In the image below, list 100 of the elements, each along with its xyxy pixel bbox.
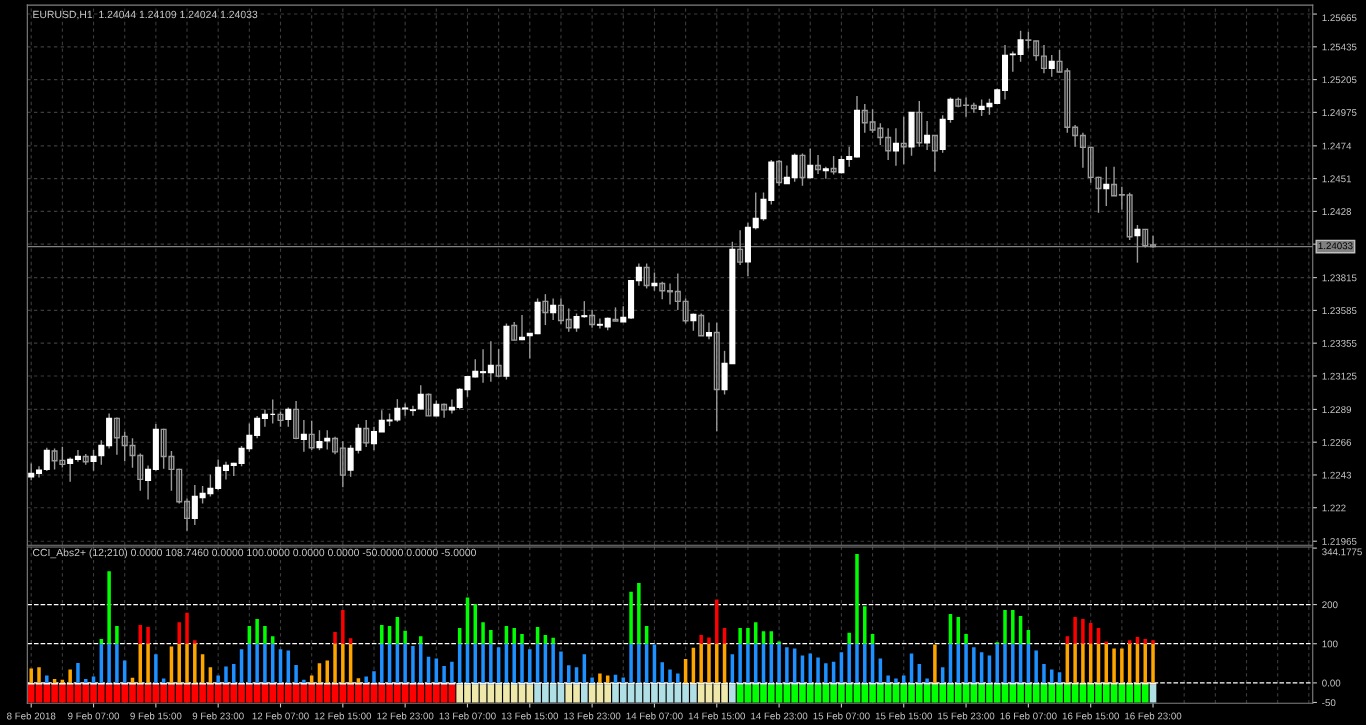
bar (481, 622, 485, 644)
candlestick (635, 262, 642, 287)
candlestick (113, 416, 120, 456)
candlestick (1079, 132, 1086, 169)
bar (224, 666, 228, 683)
candlestick (511, 321, 518, 341)
candlestick (1048, 54, 1055, 78)
bar (729, 684, 736, 703)
bar (333, 643, 337, 683)
bar (146, 643, 150, 683)
bar (863, 606, 867, 644)
bar (380, 624, 384, 644)
bar (785, 647, 789, 683)
bar (489, 630, 493, 644)
bar (294, 664, 298, 683)
y-tick-label: 1.2428 (1322, 208, 1352, 215)
y-tick-label: 1.2266 (1322, 438, 1352, 446)
bar (99, 639, 104, 644)
bar (816, 657, 820, 683)
bar (551, 637, 555, 644)
candlestick (1072, 124, 1079, 148)
candlestick (713, 322, 720, 432)
candlestick (332, 436, 339, 455)
bar (629, 591, 633, 644)
bar (325, 660, 329, 683)
bar (512, 643, 516, 683)
bar (1112, 648, 1116, 683)
bar (925, 678, 929, 683)
candlestick (885, 127, 892, 161)
candlestick (90, 449, 97, 472)
y-tick-label: 1.25665 (1322, 14, 1357, 22)
candlestick (191, 484, 198, 526)
bar (418, 636, 423, 644)
y-tick-label: 1.23815 (1322, 274, 1357, 282)
candlestick (705, 321, 713, 340)
candlestick (300, 419, 307, 453)
candlestick (448, 398, 455, 415)
bar (107, 643, 111, 683)
x-tick-label: 8 Feb 2018 (7, 712, 56, 720)
candlestick (643, 262, 650, 290)
y-tick-label: 1.25435 (1322, 43, 1357, 51)
bar (847, 643, 851, 683)
x-tick-label: 12 Feb 23:00 (377, 712, 434, 720)
candlestick (43, 447, 50, 472)
candlestick (261, 408, 268, 428)
x-tick-label: 13 Feb 07:00 (439, 712, 496, 720)
ref-line-label: 1.24033 (1318, 242, 1353, 250)
y-tick-label: 1.2451 (1322, 175, 1352, 183)
bar (520, 643, 524, 683)
candlestick (308, 419, 315, 451)
bar (1011, 610, 1015, 644)
bar (107, 571, 111, 644)
x-tick-label: 9 Feb 07:00 (68, 712, 120, 720)
bar (1143, 643, 1147, 683)
candlestick (737, 229, 744, 266)
candlestick (931, 134, 938, 173)
bar (193, 643, 197, 683)
y-tick-label: 1.23355 (1322, 339, 1357, 347)
bar (543, 635, 548, 644)
candlestick (698, 312, 705, 337)
x-tick-label: 13 Feb 23:00 (564, 712, 621, 720)
bar (364, 676, 368, 683)
bar (1011, 643, 1015, 683)
candlestick (67, 456, 74, 483)
bar (411, 646, 415, 683)
bar (1050, 669, 1054, 683)
candlestick (176, 467, 183, 505)
y-tick-label: 1.25205 (1322, 76, 1357, 84)
bar (263, 626, 267, 644)
bar (1003, 643, 1007, 683)
candlestick (799, 152, 806, 187)
candlestick (74, 449, 81, 463)
x-tick-label: 13 Feb 15:00 (501, 712, 559, 720)
candlestick (324, 429, 331, 451)
bar (637, 643, 641, 683)
candlestick (822, 166, 829, 180)
y-tick-label: 200 (1322, 601, 1338, 609)
candlestick (254, 415, 261, 440)
bar (707, 643, 711, 683)
bar (37, 667, 41, 683)
bar (668, 669, 672, 683)
bar (76, 662, 80, 683)
bar (68, 669, 72, 683)
bar (738, 643, 742, 683)
x-tick-label: 12 Feb 15:00 (314, 712, 372, 720)
bar (512, 628, 516, 644)
candlestick (441, 402, 448, 419)
candlestick (487, 340, 494, 383)
candlestick (542, 293, 549, 326)
y-tick-label: -50 (1322, 699, 1336, 707)
bar (598, 673, 602, 683)
candlestick (1126, 192, 1133, 241)
bar (1081, 643, 1085, 683)
y-tick-label: 1.2474 (1322, 142, 1352, 150)
bar (699, 643, 703, 683)
candlestick (674, 272, 681, 311)
candlestick (145, 464, 152, 501)
candlestick (557, 297, 564, 325)
bar (45, 675, 49, 683)
bar (551, 643, 555, 683)
